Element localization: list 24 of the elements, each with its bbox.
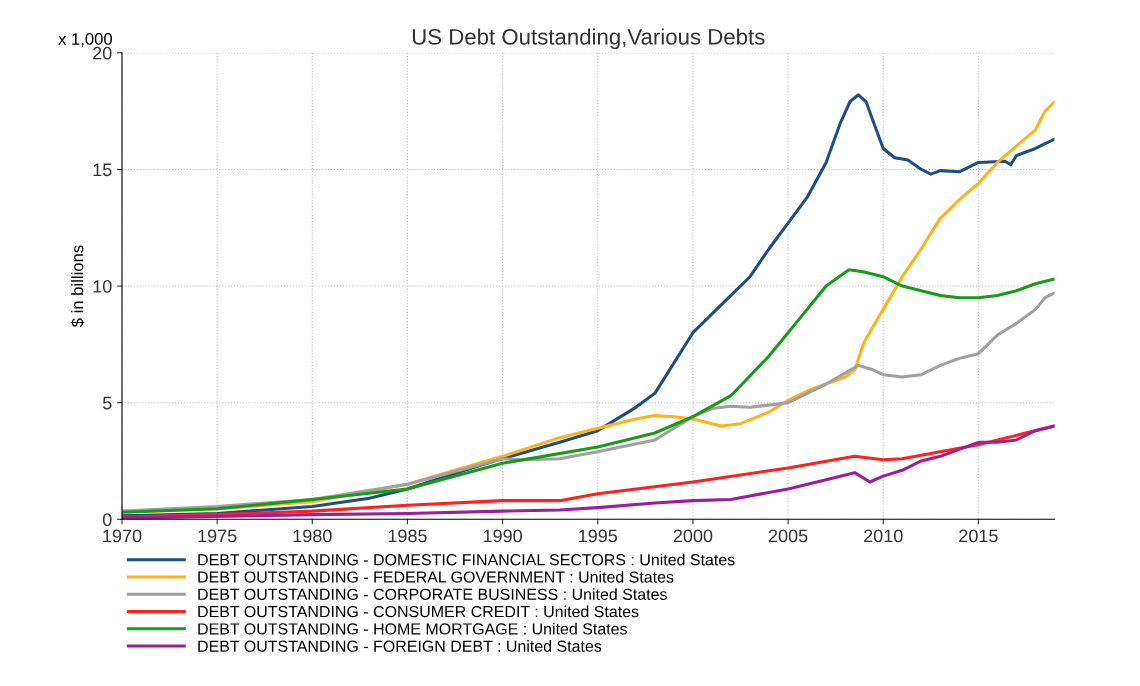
x-tick-label: 1975 (198, 529, 237, 543)
y-tick-label: 0 (102, 513, 112, 527)
y-tick-label: 15 (93, 163, 112, 177)
x-tick-label: 2000 (673, 529, 713, 543)
legend-label: DEBT OUTSTANDING - FOREIGN DEBT : United States (198, 640, 602, 652)
chart-title: US Debt Outstanding,Various Debts (412, 28, 765, 50)
x-tick-label: 1990 (483, 529, 522, 543)
x-tick-label: 1995 (579, 529, 618, 543)
x-tick-label: 2010 (864, 529, 903, 543)
x-tick-label: 1980 (293, 529, 332, 543)
legend-label: DEBT OUTSTANDING - FEDERAL GOVERNMENT : United States (198, 570, 674, 583)
x-tick-label: 1970 (103, 529, 142, 543)
y-tick-label: 5 (102, 396, 112, 410)
x-tick-label: 1985 (388, 529, 427, 543)
y-tick-label: 10 (93, 280, 112, 293)
x-tick-label: 2015 (959, 529, 998, 543)
y-axis-title: $ in billions (70, 245, 85, 328)
x-tick-label: 2005 (768, 529, 808, 543)
legend-label: DEBT OUTSTANDING - DOMESTIC FINANCIAL SECTORS : United States (198, 553, 735, 566)
legend-label: DEBT OUTSTANDING - CORPORATE BUSINESS : United States (198, 588, 667, 600)
legend-label: DEBT OUTSTANDING - HOME MORTGAGE : United States (198, 622, 627, 635)
legend-label: DEBT OUTSTANDING - CONSUMER CREDIT : United States (198, 605, 639, 618)
y-tick-label: 20 (93, 46, 112, 60)
text: x 1,000 (58, 33, 113, 47)
